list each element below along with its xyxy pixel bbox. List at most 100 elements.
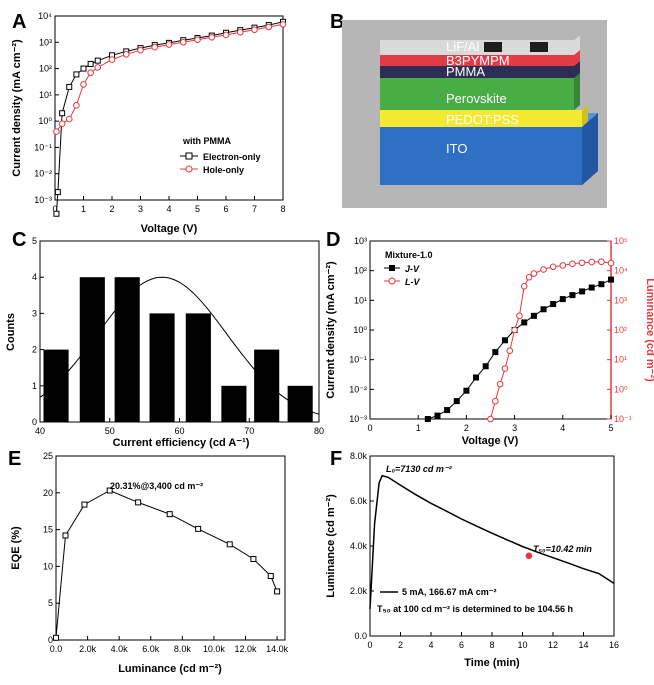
- y-tick-label: 10³: [354, 236, 367, 246]
- panel-a-point: [73, 102, 80, 109]
- panel-letter-a: A: [12, 11, 26, 33]
- panel-f-ticks: 0 2 4 6 8 10 12 14 16 0.0 2.0k 4.0k 6.0k 8.0k: [350, 451, 619, 650]
- panel-a-point: [208, 33, 216, 41]
- panel-a-point: [236, 28, 244, 36]
- panel-f-legend: 5 mA, 166.67 mA cm⁻²: [380, 587, 496, 597]
- panel-e-point: [62, 532, 69, 539]
- panel-d-y2label: Luminance (cd m⁻²): [644, 278, 654, 382]
- y-tick-label: 0: [48, 635, 53, 645]
- panel-d-point: [607, 259, 615, 267]
- panel-a-point: [87, 60, 94, 67]
- x-tick-label: 10: [517, 640, 527, 650]
- x-tick-label: 1: [416, 423, 421, 433]
- panel-d-point: [501, 337, 508, 344]
- y-tick-label: 10⁻³: [349, 414, 367, 424]
- panel-e-point: [106, 487, 113, 494]
- panel-f-series: [369, 474, 615, 610]
- panel-a-point: [87, 69, 94, 76]
- x-tick-label: 7: [252, 204, 257, 214]
- y-tick-label: 10⁻¹: [34, 142, 52, 152]
- panel-e-point: [226, 541, 233, 548]
- panel-a-legend-hole-label: Hole-only: [203, 165, 244, 175]
- y-tick-label: 8.0k: [350, 451, 368, 461]
- y-tick-label: 5: [32, 236, 37, 246]
- panel-e-point: [81, 501, 88, 508]
- y2-tick-label: 10²: [614, 325, 627, 335]
- y2-tick-label: 10¹: [614, 355, 627, 365]
- y-tick-label: 0.0: [354, 631, 367, 641]
- panel-letter-c: C: [12, 229, 26, 251]
- panel-d-point: [496, 380, 504, 388]
- pedot-layer: [380, 105, 588, 127]
- panel-e-point: [195, 525, 202, 532]
- histogram-bar: [114, 277, 140, 422]
- layer-label-b3pympm: B3PYMPM: [446, 53, 510, 68]
- panel-a-point: [54, 189, 61, 196]
- panel-a-point: [222, 31, 230, 39]
- panel-d: D 0 1 2 3 4 5 10⁻³ 10⁻² 10⁻¹ 10⁰ 10¹ 10² 10³ 10⁻¹ 10⁰ 1…: [325, 229, 654, 447]
- panel-d-xlabel: Voltage (V): [462, 435, 519, 447]
- y-tick-label: 10²: [354, 266, 367, 276]
- panel-d-point: [559, 296, 566, 303]
- panel-f-l0-annotation: L₀=7130 cd m⁻²: [386, 464, 453, 474]
- x-tick-label: 40: [35, 426, 45, 436]
- panel-d-point: [516, 312, 523, 320]
- histogram-bar: [221, 385, 247, 422]
- panel-e-line-0: [55, 489, 278, 638]
- y2-tick-label: 10⁴: [614, 266, 628, 276]
- panel-d-point: [501, 365, 509, 372]
- y-tick-label: 25: [43, 451, 53, 461]
- panel-d-point: [578, 259, 586, 267]
- panel-a: A 0 1 2 3 4 5 6 7 8 10⁻³ 10⁻² 10⁻¹ 10⁰ 10¹ 10² 10³ 10⁴ V…: [11, 11, 287, 235]
- panel-a-legend-electron-label: Electron-only: [203, 152, 261, 162]
- histogram-bar: [185, 313, 211, 422]
- perovskite-layer: [380, 73, 580, 110]
- y-tick-label: 2: [32, 345, 37, 355]
- panel-a-point: [108, 56, 116, 63]
- panel-a-line-0: [55, 21, 284, 214]
- panel-a-ylabel: Current density (mA cm⁻²): [11, 39, 23, 177]
- panel-d-point: [511, 326, 518, 334]
- x-tick-label: 3: [512, 423, 517, 433]
- layer-label-lif-al: LiF/Al: [446, 39, 479, 54]
- x-tick-label: 12.0k: [235, 644, 258, 654]
- panel-a-point: [58, 120, 66, 127]
- panel-d-point: [588, 284, 595, 291]
- y-tick-label: 2.0k: [350, 586, 368, 596]
- panel-a-point: [53, 128, 60, 135]
- panel-a-point: [165, 41, 173, 48]
- x-tick-label: 3: [138, 204, 143, 214]
- panel-d-point: [506, 347, 514, 355]
- panel-d-point: [559, 262, 567, 269]
- y2-tick-label: 10⁰: [614, 384, 628, 394]
- x-tick-label: 4: [560, 423, 565, 433]
- y2-tick-label: 10³: [614, 295, 627, 305]
- x-tick-label: 4: [428, 640, 433, 650]
- panel-e-point: [135, 499, 142, 506]
- panel-a-point: [194, 36, 201, 44]
- x-tick-label: 80: [314, 426, 324, 436]
- panel-letter-e: E: [8, 448, 21, 470]
- x-tick-label: 4: [166, 204, 171, 214]
- y-tick-label: 10¹: [354, 295, 367, 305]
- panel-a-point: [151, 43, 159, 51]
- panel-e-point: [53, 634, 59, 641]
- panel-c-ylabel: Counts: [5, 313, 17, 351]
- panel-a-point: [80, 81, 87, 88]
- panel-d-point: [608, 276, 614, 283]
- panel-e-xlabel: Luminance (cd m⁻²): [118, 663, 222, 675]
- x-tick-label: 1: [81, 204, 86, 214]
- panel-f-t50-annotation: T₅₀=10.42 min: [533, 544, 592, 554]
- panel-e-frame: [55, 455, 286, 641]
- x-tick-label: 0: [367, 423, 372, 433]
- x-tick-label: 60: [174, 426, 184, 436]
- panel-f-t50-marker: [525, 552, 533, 560]
- x-tick-label: 2: [398, 640, 403, 650]
- panel-d-point: [444, 407, 451, 414]
- pmma-layer: [380, 61, 580, 78]
- panel-d-line-0: [427, 279, 612, 420]
- panel-a-point: [66, 83, 73, 90]
- panel-c-xlabel: Current efficiency (cd A⁻¹): [113, 437, 250, 449]
- y-tick-label: 10⁻³: [34, 195, 52, 205]
